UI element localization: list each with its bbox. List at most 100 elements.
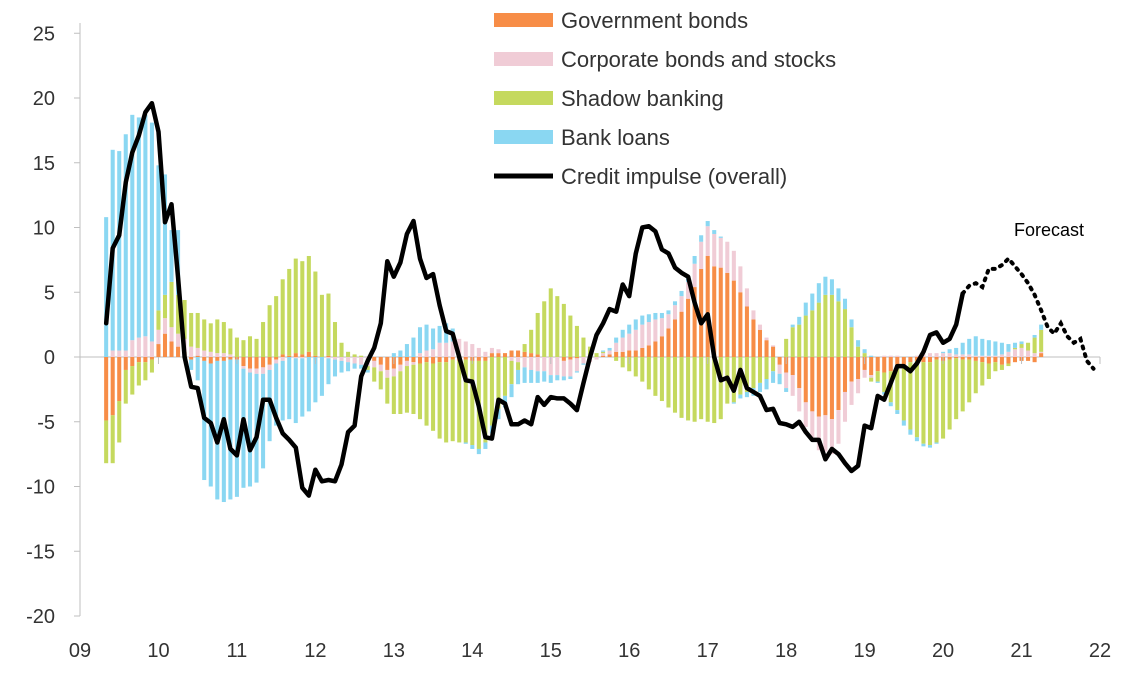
bar-segment <box>869 355 874 357</box>
bar-segment <box>764 379 769 390</box>
bar-segment <box>417 363 423 420</box>
bar-segment <box>712 233 717 267</box>
bar-segment <box>228 354 233 357</box>
bar-segment <box>548 357 553 376</box>
bar-segment <box>241 366 246 369</box>
legend-swatch <box>494 130 553 144</box>
bar-segment <box>300 261 305 355</box>
bar-segment <box>509 360 514 385</box>
bar-segment <box>980 357 985 363</box>
bar-segment <box>829 279 834 295</box>
x-tick-label: 20 <box>932 640 954 662</box>
bar-segment <box>692 287 697 357</box>
bar-segment <box>744 306 749 357</box>
bar-segment <box>640 357 645 382</box>
bar-segment <box>810 310 815 357</box>
bar-segment <box>280 279 285 355</box>
bar-segment <box>444 342 449 357</box>
bar-segment <box>267 305 272 357</box>
bar-segment <box>659 336 664 357</box>
bar-segment <box>176 333 181 347</box>
bar-segment <box>712 266 717 357</box>
bar-segment <box>862 353 867 357</box>
bar-segment <box>529 353 534 357</box>
bar-segment <box>404 360 409 367</box>
bar-segment <box>1019 344 1024 348</box>
bar-segment <box>1039 329 1044 352</box>
bar-segment <box>247 357 253 369</box>
bar-segment <box>287 357 292 420</box>
bar-segment <box>274 363 279 426</box>
bar-segment <box>398 350 403 357</box>
bar-segment <box>738 266 743 293</box>
bar-segment <box>156 329 161 345</box>
bar-segment <box>797 324 802 358</box>
axis-lines <box>79 23 1100 616</box>
bar-segment <box>816 283 821 303</box>
bar-segment <box>313 355 318 357</box>
bar-segment <box>908 362 913 430</box>
bar-segment <box>123 369 128 404</box>
bar-segment <box>189 359 194 370</box>
bar-segment <box>986 355 991 357</box>
bar-segment <box>744 357 749 392</box>
legend-swatch <box>494 13 553 27</box>
bar-segment <box>274 359 279 364</box>
bar-segment <box>686 281 691 299</box>
bar-segment <box>849 319 854 328</box>
bar-segment <box>712 357 717 424</box>
bar-segment <box>614 337 619 343</box>
bar-segment <box>784 338 789 357</box>
bar-segment <box>601 355 606 357</box>
bar-segment <box>842 357 848 392</box>
bar-segment <box>417 327 423 354</box>
bar-segment <box>771 371 776 383</box>
bar-segment <box>502 353 508 357</box>
bar-segment <box>280 357 285 361</box>
bar-segment <box>672 301 678 306</box>
bar-segment <box>633 350 638 357</box>
bar-segment <box>614 342 619 352</box>
bar-segment <box>483 357 488 361</box>
y-tick-label: 20 <box>33 88 55 110</box>
bar-segment <box>699 268 704 357</box>
bar-segment <box>267 364 272 370</box>
legend: Government bonds Corporate bonds and stoc… <box>494 8 836 189</box>
bar-segment <box>803 302 808 316</box>
bar-segment <box>738 292 743 357</box>
bar-segment <box>470 360 475 446</box>
bar-segment <box>535 371 540 383</box>
bar-segment <box>731 402 736 404</box>
bar-segment <box>574 358 579 372</box>
bar-segment <box>136 357 141 363</box>
bar-segment <box>568 376 573 380</box>
bar-segment <box>699 241 704 269</box>
bar-segment <box>620 329 625 338</box>
bar-segment <box>666 310 671 315</box>
bar-segment <box>607 354 612 357</box>
x-tick-label: 14 <box>461 640 483 662</box>
bar-segment <box>215 357 220 361</box>
bar-segment <box>620 337 625 352</box>
bar-segment <box>757 324 763 330</box>
bar-segment <box>882 355 887 357</box>
bar-segment <box>1039 353 1044 357</box>
bar-segment <box>319 357 324 396</box>
x-tick-label: 18 <box>775 640 797 662</box>
bar-segment <box>960 357 965 360</box>
bar-segment <box>816 357 821 417</box>
bar-segment <box>797 316 802 325</box>
bar-segment <box>169 327 174 342</box>
bar-segment <box>666 314 671 329</box>
bar-segment <box>162 318 168 334</box>
bar-segment <box>764 340 769 357</box>
bar-segment <box>417 353 423 357</box>
bar-segment <box>417 357 423 364</box>
bar-segment <box>757 357 763 383</box>
bar-segment <box>967 338 972 355</box>
bar-segment <box>561 303 566 357</box>
bar-segment <box>431 357 436 364</box>
bar-segment <box>287 355 292 357</box>
bar-segment <box>895 410 900 414</box>
bar-segment <box>437 342 442 357</box>
